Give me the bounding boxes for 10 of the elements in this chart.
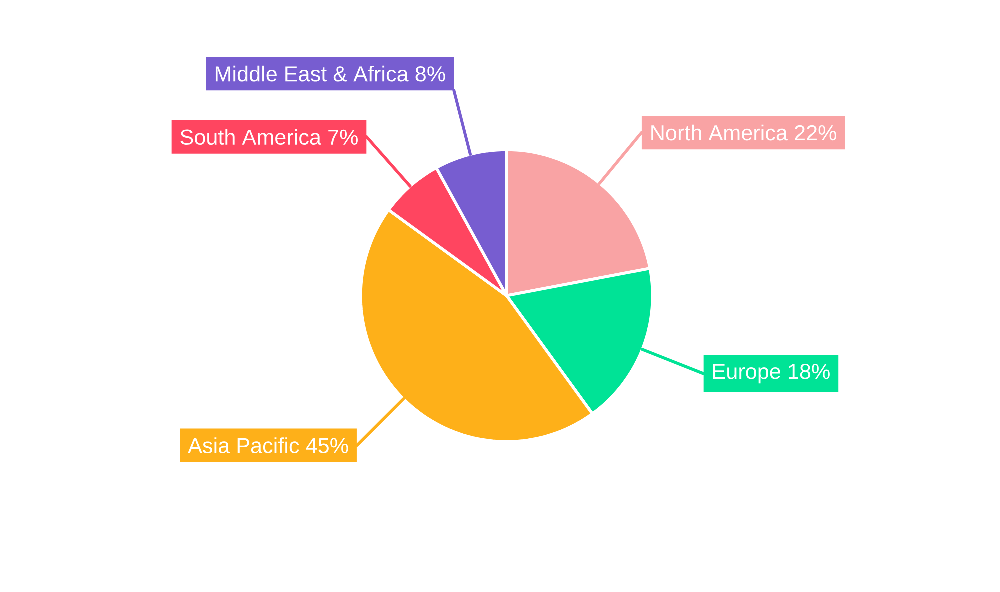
data-label: 22% <box>795 126 836 141</box>
slice-label: North America <box>652 124 788 141</box>
slice-label: Europe <box>713 364 780 384</box>
slice-label: Asia Pacific <box>188 438 300 454</box>
data-label: 45% <box>306 438 348 454</box>
data-label: 18% <box>789 364 830 380</box>
slice-label: Middle East & Africa <box>216 66 409 82</box>
data-label: 8% <box>416 66 446 82</box>
data-label: 7% <box>328 130 358 146</box>
slice-label: South America <box>180 129 322 146</box>
